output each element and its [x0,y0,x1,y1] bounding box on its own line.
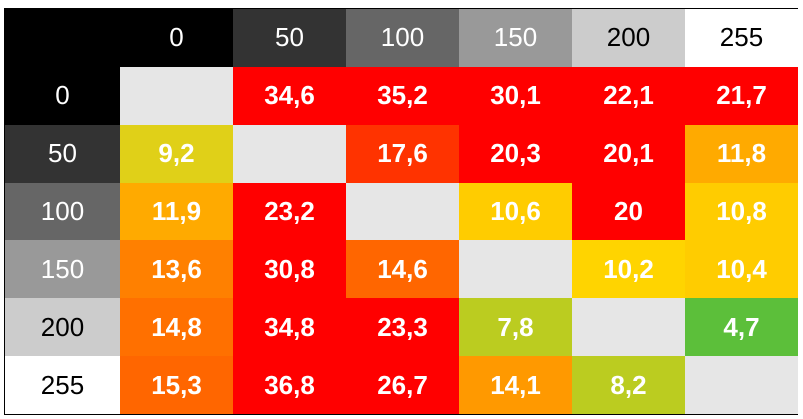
heatmap-cell-r5-c3: 14,1 [459,356,572,414]
row-header-0: 0 [5,66,120,125]
row-header-255: 255 [5,356,120,414]
heatmap-cell-r4-c5: 4,7 [685,298,798,357]
heatmap-cell-r2-c4: 20 [572,182,685,241]
heatmap-cell-r1-c0: 9,2 [120,124,233,183]
heatmap-cell-r3-c5: 10,4 [685,240,798,299]
heatmap-cell-r2-c3: 10,6 [459,182,572,241]
heatmap-cell-r5-c4: 8,2 [572,356,685,414]
heatmap-cell-r1-c2: 17,6 [346,124,459,183]
row-header-150: 150 [5,240,120,299]
row-header-100: 100 [5,182,120,241]
heatmap-cell-r3-c1: 30,8 [233,240,346,299]
heatmap-table: 0 50 100 150 200 255 0 34,6 35,2 30,1 22,1 21,7 50 9,… [4,8,798,415]
heatmap-cell-r5-c0: 15,3 [120,356,233,414]
heatmap-cell-r4-c3: 7,8 [459,298,572,357]
heatmap-cell-r0-c1: 34,6 [233,66,346,125]
row-header-200: 200 [5,298,120,357]
heatmap-cell-r3-c0: 13,6 [120,240,233,299]
col-header-255: 255 [685,9,798,67]
heatmap-cell-r1-c4: 20,1 [572,124,685,183]
heatmap-cell-r2-c5: 10,8 [685,182,798,241]
heatmap-cell-r0-c4: 22,1 [572,66,685,125]
col-header-150: 150 [459,9,572,67]
heatmap-cell-r5-c1: 36,8 [233,356,346,414]
heatmap-cell-r0-c2: 35,2 [346,66,459,125]
heatmap-cell-r1-c1 [233,124,346,183]
heatmap-cell-r4-c4 [572,298,685,357]
heatmap-cell-r3-c3 [459,240,572,299]
col-header-100: 100 [346,9,459,67]
heatmap-cell-r2-c2 [346,182,459,241]
heatmap-cell-r5-c5 [685,356,798,414]
heatmap-cell-r4-c0: 14,8 [120,298,233,357]
heatmap-cell-r3-c4: 10,2 [572,240,685,299]
heatmap-cell-r0-c5: 21,7 [685,66,798,125]
heatmap-cell-r0-c0 [120,66,233,125]
heatmap-cell-r0-c3: 30,1 [459,66,572,125]
col-header-50: 50 [233,9,346,67]
heatmap-cell-r3-c2: 14,6 [346,240,459,299]
heatmap-cell-r1-c3: 20,3 [459,124,572,183]
heatmap-cell-r4-c2: 23,3 [346,298,459,357]
heatmap-cell-r1-c5: 11,8 [685,124,798,183]
col-header-200: 200 [572,9,685,67]
corner-cell [5,9,120,67]
heatmap-cell-r2-c0: 11,9 [120,182,233,241]
heatmap-cell-r4-c1: 34,8 [233,298,346,357]
heatmap-cell-r2-c1: 23,2 [233,182,346,241]
row-header-50: 50 [5,124,120,183]
heatmap-cell-r5-c2: 26,7 [346,356,459,414]
col-header-0: 0 [120,9,233,67]
